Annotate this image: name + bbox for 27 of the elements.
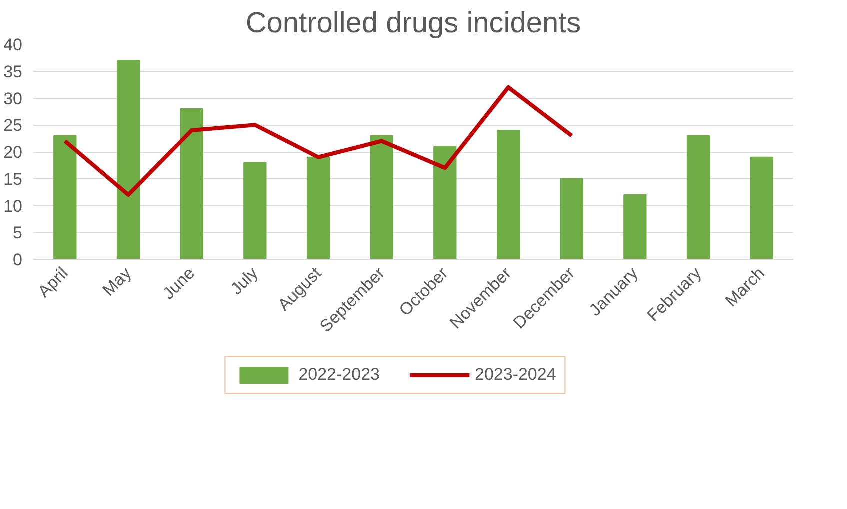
y-tick-label: 15 bbox=[4, 170, 23, 189]
bar bbox=[434, 146, 457, 260]
y-tick-label: 30 bbox=[4, 89, 23, 108]
bar bbox=[306, 156, 330, 260]
y-tick-label: 35 bbox=[4, 62, 23, 82]
bar bbox=[560, 178, 584, 260]
y-tick-label: 40 bbox=[4, 36, 23, 54]
legend-label: 2023-2024 bbox=[475, 365, 556, 385]
chart-title: Controlled drugs incidents bbox=[246, 8, 582, 40]
bar bbox=[370, 135, 394, 260]
bar bbox=[244, 162, 267, 260]
legend-label: 2022-2023 bbox=[298, 365, 380, 385]
bar bbox=[624, 194, 647, 260]
y-tick-label: 20 bbox=[4, 143, 23, 162]
bar bbox=[686, 135, 710, 260]
y-tick-label: 0 bbox=[13, 250, 23, 270]
y-tick-label: 10 bbox=[4, 196, 23, 216]
x-tick-label: May bbox=[99, 263, 136, 300]
x-tick-label: July bbox=[227, 263, 262, 299]
line-series bbox=[63, 86, 574, 197]
bar bbox=[54, 135, 77, 260]
bar bbox=[180, 108, 204, 260]
bar bbox=[496, 130, 520, 260]
bar bbox=[116, 60, 140, 260]
bar bbox=[750, 156, 774, 260]
y-tick-label: 5 bbox=[13, 224, 23, 243]
y-tick-label: 25 bbox=[4, 116, 23, 136]
